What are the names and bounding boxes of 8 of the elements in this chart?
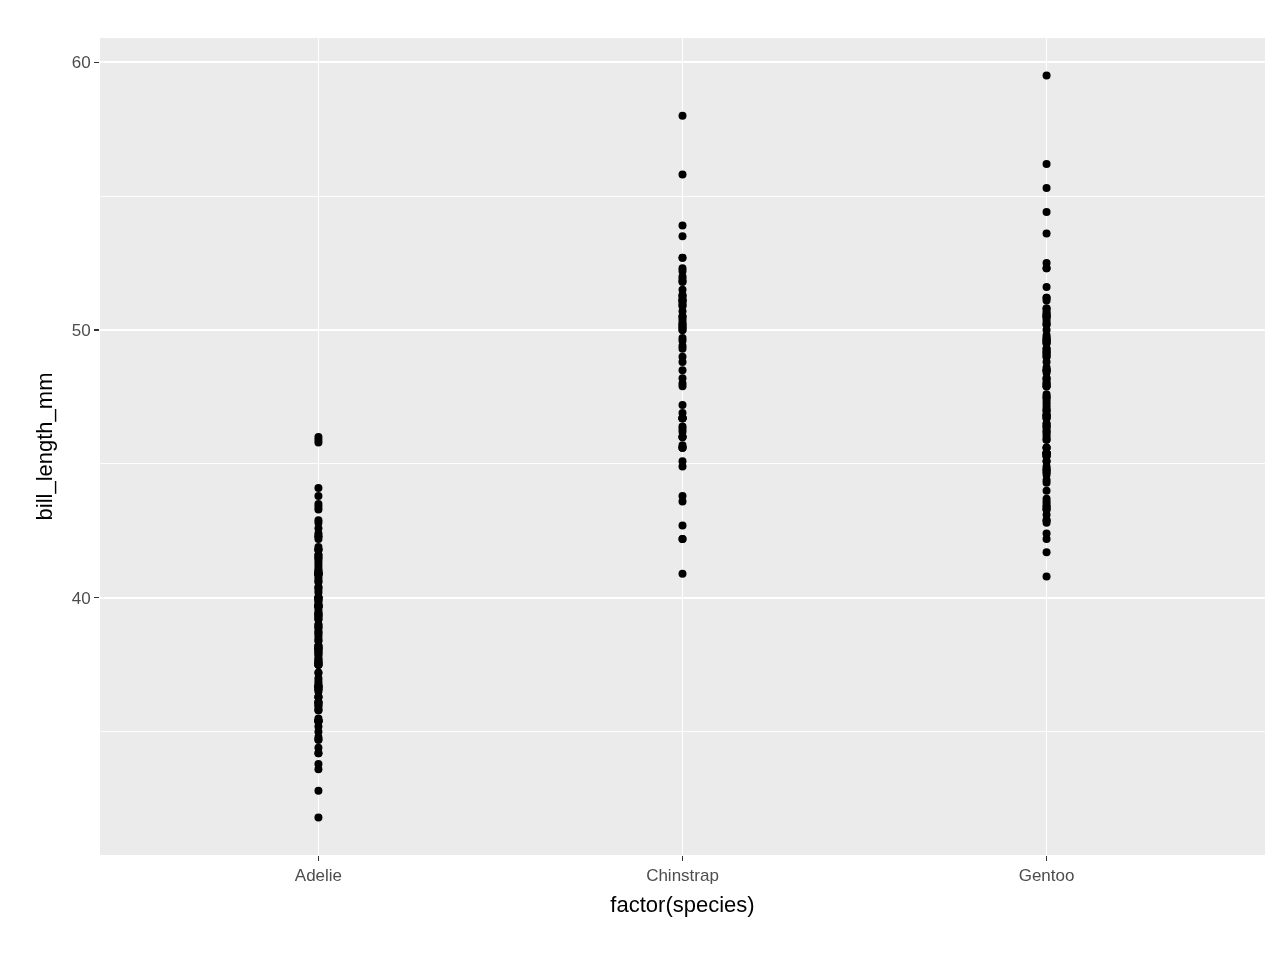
x-tick-label: Adelie xyxy=(294,866,343,886)
x-axis-title: factor(species) xyxy=(610,892,755,918)
x-tick-label: Gentoo xyxy=(1018,866,1075,886)
y-tick-label: 40 xyxy=(71,588,91,608)
y-axis-title: bill_length_mm xyxy=(32,372,58,521)
y-tick-label: 60 xyxy=(71,53,91,73)
y-tick-label: 50 xyxy=(71,320,91,340)
x-tick-label: Chinstrap xyxy=(646,866,719,886)
